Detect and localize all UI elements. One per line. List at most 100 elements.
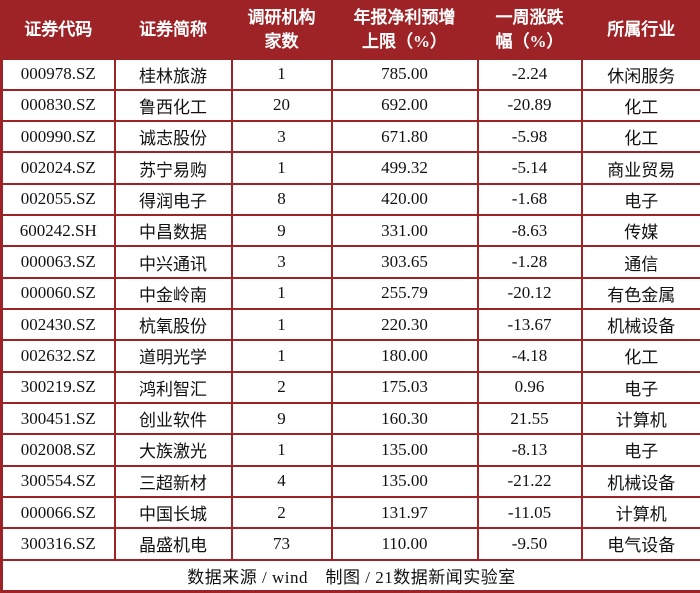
cell-institution-count: 20 — [230, 88, 333, 123]
cell-profit-forecast-upper: 303.65 — [330, 245, 479, 279]
cell-institution-count: 1 — [230, 433, 333, 467]
cell-industry: 通信 — [580, 245, 700, 279]
cell-institution-count: 3 — [230, 120, 333, 154]
cell-weekly-change: -2.24 — [476, 57, 583, 91]
cell-code: 000060.SZ — [0, 276, 116, 311]
cell-institution-count: 1 — [230, 151, 333, 185]
cell-industry: 电子 — [580, 370, 700, 404]
cell-industry: 计算机 — [580, 401, 700, 436]
cell-institution-count: 2 — [230, 370, 333, 404]
table-row: 300554.SZ 三超新材 4 135.00 -21.22 机械设备 — [0, 464, 700, 498]
table-row: 002055.SZ 得润电子 8 420.00 -1.68 电子 — [0, 182, 700, 217]
cell-name: 道明光学 — [113, 339, 233, 373]
cell-institution-count: 73 — [230, 527, 333, 561]
cell-institution-count: 3 — [230, 245, 333, 279]
cell-name: 中金岭南 — [113, 276, 233, 311]
cell-code: 002008.SZ — [0, 433, 116, 467]
cell-name: 大族激光 — [113, 433, 233, 467]
cell-weekly-change: -5.14 — [476, 151, 583, 185]
column-header-name: 证券简称 — [113, 0, 233, 60]
cell-institution-count: 1 — [230, 57, 333, 91]
cell-industry: 化工 — [580, 120, 700, 154]
cell-institution-count: 8 — [230, 182, 333, 217]
cell-profit-forecast-upper: 131.97 — [330, 495, 479, 530]
cell-code: 002430.SZ — [0, 307, 116, 342]
cell-profit-forecast-upper: 331.00 — [330, 214, 479, 248]
table-row: 000063.SZ 中兴通讯 3 303.65 -1.28 通信 — [0, 245, 700, 279]
cell-institution-count: 1 — [230, 307, 333, 342]
cell-code: 300219.SZ — [0, 370, 116, 404]
cell-industry: 电子 — [580, 182, 700, 217]
cell-profit-forecast-upper: 255.79 — [330, 276, 479, 311]
cell-name: 杭氧股份 — [113, 307, 233, 342]
cell-code: 300554.SZ — [0, 464, 116, 498]
cell-weekly-change: -20.89 — [476, 88, 583, 123]
cell-code: 300451.SZ — [0, 401, 116, 436]
table-footer: 数据来源 / wind 制图 / 21数据新闻实验室 — [0, 558, 700, 593]
cell-code: 300316.SZ — [0, 527, 116, 561]
cell-name: 中国长城 — [113, 495, 233, 530]
cell-profit-forecast-upper: 135.00 — [330, 433, 479, 467]
footer-row: 数据来源 / wind 制图 / 21数据新闻实验室 — [0, 558, 700, 593]
cell-code: 600242.SH — [0, 214, 116, 248]
cell-industry: 化工 — [580, 88, 700, 123]
cell-code: 000978.SZ — [0, 57, 116, 91]
cell-weekly-change: -8.63 — [476, 214, 583, 248]
cell-weekly-change: -1.28 — [476, 245, 583, 279]
cell-code: 000830.SZ — [0, 88, 116, 123]
cell-weekly-change: -9.50 — [476, 527, 583, 561]
cell-institution-count: 1 — [230, 276, 333, 311]
cell-weekly-change: -8.13 — [476, 433, 583, 467]
cell-weekly-change: -21.22 — [476, 464, 583, 498]
table-row: 002024.SZ 苏宁易购 1 499.32 -5.14 商业贸易 — [0, 151, 700, 185]
cell-industry: 商业贸易 — [580, 151, 700, 185]
cell-profit-forecast-upper: 499.32 — [330, 151, 479, 185]
table-row: 300219.SZ 鸿利智汇 2 175.03 0.96 电子 — [0, 370, 700, 404]
cell-industry: 传媒 — [580, 214, 700, 248]
table-row: 300451.SZ 创业软件 9 160.30 21.55 计算机 — [0, 401, 700, 436]
cell-code: 000990.SZ — [0, 120, 116, 154]
cell-weekly-change: 21.55 — [476, 401, 583, 436]
cell-industry: 机械设备 — [580, 464, 700, 498]
cell-profit-forecast-upper: 671.80 — [330, 120, 479, 154]
cell-industry: 有色金属 — [580, 276, 700, 311]
cell-industry: 休闲服务 — [580, 57, 700, 91]
data-source-note: 数据来源 / wind 制图 / 21数据新闻实验室 — [0, 558, 700, 593]
cell-weekly-change: -20.12 — [476, 276, 583, 311]
cell-profit-forecast-upper: 785.00 — [330, 57, 479, 91]
cell-name: 得润电子 — [113, 182, 233, 217]
table-row: 000060.SZ 中金岭南 1 255.79 -20.12 有色金属 — [0, 276, 700, 311]
cell-code: 002632.SZ — [0, 339, 116, 373]
cell-name: 鲁西化工 — [113, 88, 233, 123]
cell-name: 鸿利智汇 — [113, 370, 233, 404]
column-header-institution-count: 调研机构 家数 — [230, 0, 333, 60]
cell-profit-forecast-upper: 692.00 — [330, 88, 479, 123]
cell-institution-count: 9 — [230, 214, 333, 248]
cell-institution-count: 2 — [230, 495, 333, 530]
cell-weekly-change: 0.96 — [476, 370, 583, 404]
cell-profit-forecast-upper: 135.00 — [330, 464, 479, 498]
cell-profit-forecast-upper: 220.30 — [330, 307, 479, 342]
table-row: 000990.SZ 诚志股份 3 671.80 -5.98 化工 — [0, 120, 700, 154]
cell-name: 三超新材 — [113, 464, 233, 498]
cell-name: 中兴通讯 — [113, 245, 233, 279]
cell-weekly-change: -11.05 — [476, 495, 583, 530]
cell-weekly-change: -1.68 — [476, 182, 583, 217]
cell-profit-forecast-upper: 420.00 — [330, 182, 479, 217]
cell-name: 中昌数据 — [113, 214, 233, 248]
table-row: 002008.SZ 大族激光 1 135.00 -8.13 电子 — [0, 433, 700, 467]
cell-profit-forecast-upper: 160.30 — [330, 401, 479, 436]
cell-name: 桂林旅游 — [113, 57, 233, 91]
cell-name: 创业软件 — [113, 401, 233, 436]
column-header-profit-forecast-upper: 年报净利预增 上限（%） — [330, 0, 479, 60]
table-body: 000978.SZ 桂林旅游 1 785.00 -2.24 休闲服务 000830.SZ 鲁西… — [0, 57, 700, 561]
cell-institution-count: 4 — [230, 464, 333, 498]
cell-weekly-change: -4.18 — [476, 339, 583, 373]
table-row: 002430.SZ 杭氧股份 1 220.30 -13.67 机械设备 — [0, 307, 700, 342]
cell-industry: 计算机 — [580, 495, 700, 530]
cell-name: 诚志股份 — [113, 120, 233, 154]
cell-name: 苏宁易购 — [113, 151, 233, 185]
cell-profit-forecast-upper: 110.00 — [330, 527, 479, 561]
